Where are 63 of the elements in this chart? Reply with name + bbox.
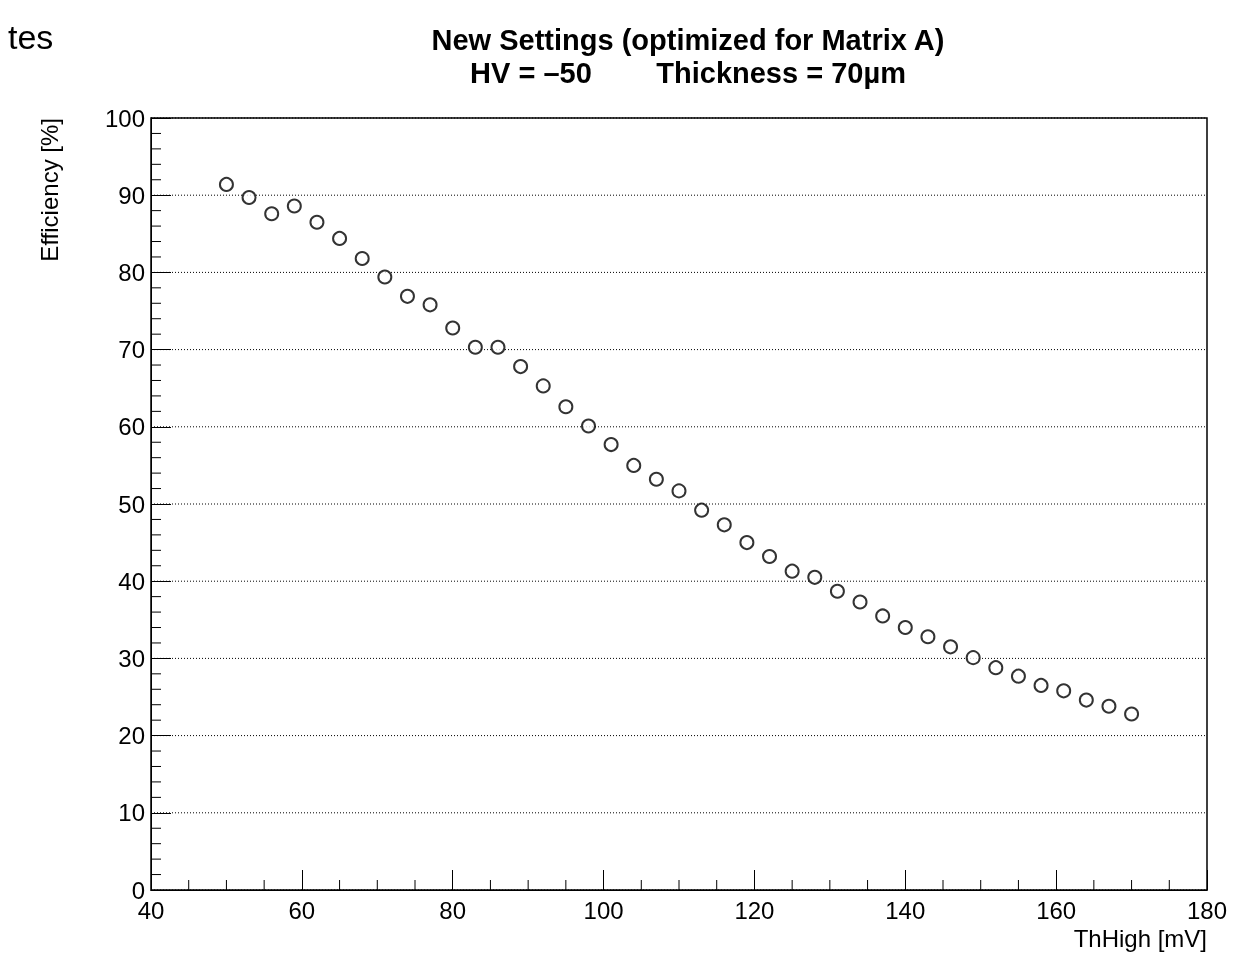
point (558, 399, 574, 415)
point (513, 359, 529, 375)
point (354, 251, 370, 266)
point (988, 660, 1004, 676)
x-tick-label: 120 (734, 896, 775, 924)
point (286, 198, 302, 214)
chart-title: New Settings (optimized for Matrix A) (431, 23, 945, 56)
y-tick-label: 100 (104, 104, 145, 132)
point (694, 502, 710, 518)
x-tick-label: 140 (885, 896, 926, 924)
y-tick-label: 50 (118, 490, 145, 518)
point (762, 549, 778, 564)
point (332, 230, 348, 246)
x-axis-title: ThHigh [mV] (1073, 924, 1207, 952)
point (1101, 698, 1117, 714)
point (241, 190, 257, 206)
x-tick-label: 60 (288, 896, 316, 924)
point (1033, 677, 1049, 693)
point (671, 483, 687, 499)
point (1124, 706, 1140, 722)
y-tick-label: 30 (118, 644, 145, 672)
point (377, 269, 393, 285)
y-tick-label: 20 (118, 722, 145, 750)
point (1010, 668, 1026, 684)
point (626, 457, 642, 473)
point (875, 608, 891, 624)
x-tick-label: 180 (1186, 896, 1228, 924)
chart-subtitle: HV = –50 Thickness = 70µm (470, 56, 906, 89)
y-axis-title: Efficiency [%] (35, 118, 63, 262)
point (309, 214, 325, 230)
y-tick-label: 80 (118, 258, 145, 286)
point (490, 339, 506, 355)
y-tick-label: 90 (118, 181, 145, 209)
point (535, 378, 551, 394)
point (467, 339, 483, 355)
y-tick-label: 40 (118, 567, 145, 595)
x-tick-label: 100 (583, 896, 624, 924)
text: tes (8, 18, 54, 56)
point (603, 437, 619, 453)
point (943, 639, 959, 655)
point (1056, 683, 1072, 699)
x-tick-label: 160 (1036, 896, 1077, 924)
point (445, 320, 461, 336)
point (581, 418, 596, 434)
point (1078, 692, 1094, 708)
point (965, 650, 981, 666)
point (399, 288, 415, 304)
point (264, 206, 280, 222)
y-tick-label: 70 (118, 336, 145, 364)
point (829, 583, 845, 599)
point (852, 594, 868, 610)
point (784, 563, 800, 579)
x-tick-label: 80 (439, 896, 467, 924)
y-tick-label: 10 (118, 799, 145, 827)
point (422, 297, 438, 313)
point (920, 629, 936, 645)
point (218, 176, 234, 192)
point (739, 535, 755, 551)
point (897, 620, 913, 636)
point (807, 569, 823, 585)
point (716, 517, 732, 533)
point (648, 471, 664, 487)
y-tick-label: 60 (118, 413, 145, 441)
